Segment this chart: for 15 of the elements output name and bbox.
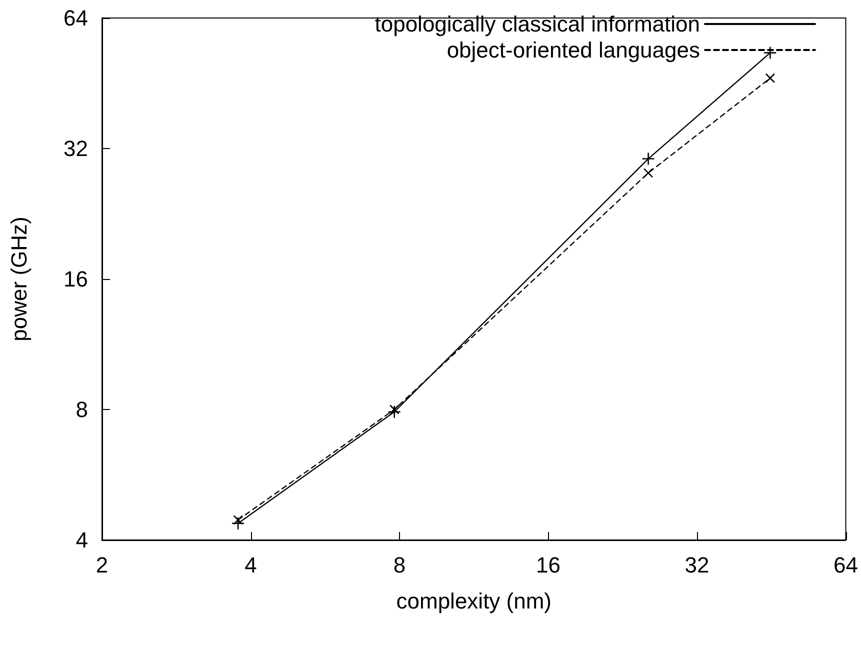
x-tick-label: 4 — [244, 552, 257, 578]
x-tick-label: 16 — [536, 552, 560, 578]
legend-label: object-oriented languages — [446, 38, 700, 62]
x-tick-label: 32 — [684, 552, 710, 578]
x-tick-label: 64 — [834, 552, 858, 578]
x-axis-title: complexity (nm) — [396, 588, 552, 614]
y-tick-label: 4 — [76, 528, 88, 552]
y-axis-title: power (GHz) — [6, 216, 32, 342]
legend-label: topologically classical information — [374, 12, 700, 36]
y-tick-label: 8 — [76, 397, 88, 422]
y-tick-label: 16 — [64, 266, 88, 292]
y-tick-label: 32 — [64, 136, 88, 161]
y-tick-label: 64 — [64, 6, 88, 30]
x-tick-label: 2 — [96, 552, 108, 578]
x-tick-label: 8 — [393, 552, 406, 578]
